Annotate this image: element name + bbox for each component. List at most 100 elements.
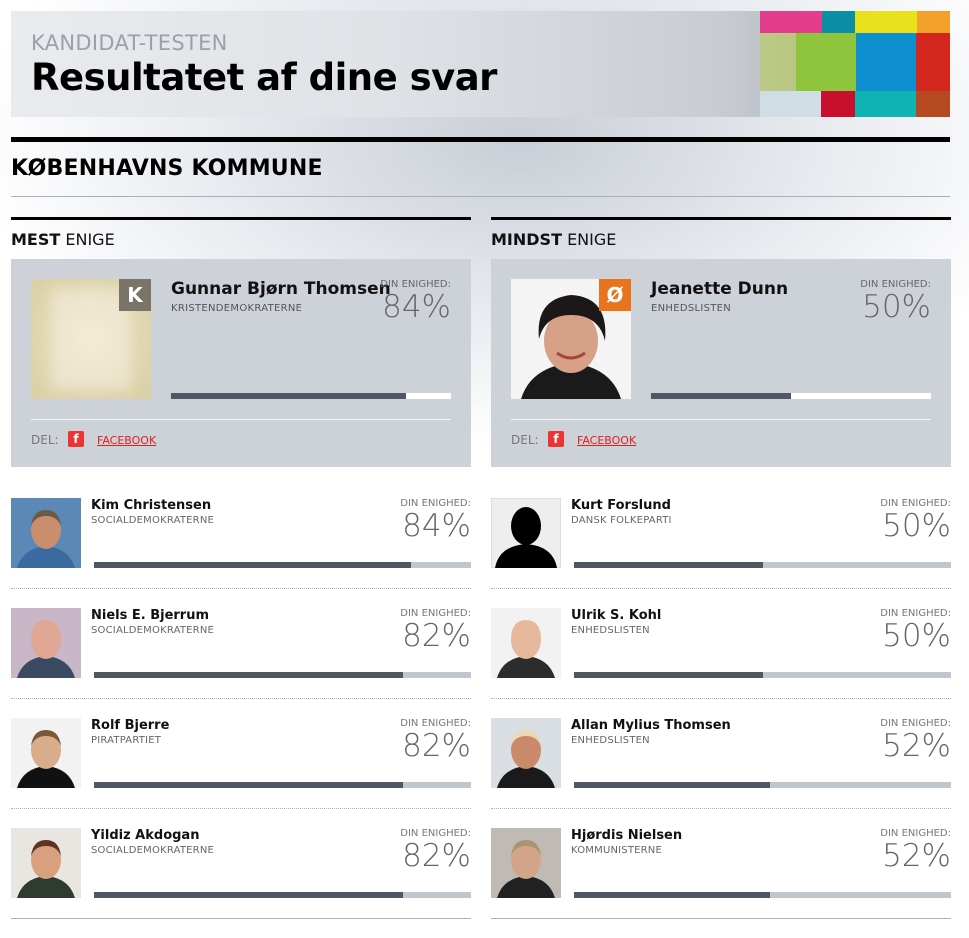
candidate-row[interactable]: Ulrik S. Kohl ENHEDSLISTEN DIN ENIGHED: 50% bbox=[491, 608, 951, 718]
agreement-value: 84% bbox=[382, 289, 451, 325]
agreement-label: DIN ENIGHED: bbox=[880, 718, 951, 729]
candidate-name[interactable]: Ulrik S. Kohl bbox=[571, 608, 662, 623]
candidate-party: SOCIALDEMOKRATERNE bbox=[91, 625, 215, 636]
candidate-name[interactable]: Rolf Bjerre bbox=[91, 718, 170, 733]
agreement-label: DIN ENIGHED: bbox=[400, 828, 471, 839]
agreement-value: 84% bbox=[402, 508, 471, 544]
candidate-name[interactable]: Hjørdis Nielsen bbox=[571, 828, 683, 843]
candidate-row[interactable]: Yildiz Akdogan SOCIALDEMOKRATERNE DIN ENIG… bbox=[11, 828, 471, 938]
candidate-row[interactable]: Hjørdis Nielsen KOMMUNISTERNE DIN ENIGHED:… bbox=[491, 828, 951, 938]
candidate-row[interactable]: Kurt Forslund DANSK FOLKEPARTI DIN ENIGHED… bbox=[490, 497, 951, 608]
candidate-row[interactable]: Niels E. Bjerrum SOCIALDEMOKRATERNE DIN EN… bbox=[11, 608, 471, 718]
agreement-bar-fill bbox=[574, 562, 763, 568]
page-title: Resultatet af dine svar bbox=[31, 56, 497, 99]
candidate-photo bbox=[11, 718, 81, 788]
agreement-bar-fill bbox=[94, 562, 411, 568]
facebook-share-link[interactable]: FACEBOOK bbox=[97, 434, 157, 447]
share-divider bbox=[31, 419, 451, 420]
agreement-label: DIN ENIGHED: bbox=[860, 279, 931, 290]
least-agree-heading: MINDST ENIGE bbox=[491, 230, 617, 249]
most-column-rule bbox=[11, 217, 471, 220]
agreement-value: 82% bbox=[402, 838, 471, 874]
facebook-share-link[interactable]: FACEBOOK bbox=[577, 434, 637, 447]
agreement-bar-fill bbox=[651, 393, 791, 399]
agreement-label: DIN ENIGHED: bbox=[400, 718, 471, 729]
agreement-bar bbox=[574, 892, 951, 898]
agreement-bar-fill bbox=[94, 892, 404, 898]
candidate-photo bbox=[11, 608, 81, 678]
agreement-bar bbox=[94, 672, 471, 678]
candidate-name[interactable]: Yildiz Akdogan bbox=[91, 828, 200, 843]
candidate-name[interactable]: Jeanette Dunn bbox=[651, 279, 789, 299]
candidate-photo bbox=[11, 498, 81, 568]
candidate-party: KRISTENDEMOKRATERNE bbox=[171, 303, 303, 314]
featured-candidate-most[interactable]: K Gunnar Bjørn Thomsen KRISTENDEMOKRATER… bbox=[11, 259, 471, 467]
agreement-bar-fill bbox=[94, 782, 404, 788]
least-column-rule bbox=[491, 217, 951, 220]
row-divider bbox=[11, 698, 471, 699]
agreement-bar bbox=[651, 393, 931, 399]
most-list-bottom-rule bbox=[11, 918, 471, 919]
candidate-photo bbox=[490, 497, 562, 569]
row-divider bbox=[11, 808, 471, 809]
candidate-party: SOCIALDEMOKRATERNE bbox=[91, 845, 215, 856]
agreement-value: 50% bbox=[882, 508, 951, 544]
candidate-name[interactable]: Niels E. Bjerrum bbox=[91, 608, 210, 623]
candidate-party: KOMMUNISTERNE bbox=[571, 845, 663, 856]
candidate-party: ENHEDSLISTEN bbox=[571, 735, 650, 746]
agreement-label: DIN ENIGHED: bbox=[880, 608, 951, 619]
candidate-party: SOCIALDEMOKRATERNE bbox=[91, 515, 215, 526]
row-divider bbox=[491, 808, 951, 809]
row-divider bbox=[491, 698, 951, 699]
featured-candidate-least[interactable]: Ø Jeanette Dunn ENHEDSLISTEN DIN ENIGHED… bbox=[491, 259, 951, 467]
agreement-value: 50% bbox=[862, 289, 931, 325]
candidate-name[interactable]: Allan Mylius Thomsen bbox=[571, 718, 731, 733]
agreement-bar bbox=[171, 393, 451, 399]
agreement-label: DIN ENIGHED: bbox=[380, 279, 451, 290]
agreement-value: 50% bbox=[882, 618, 951, 654]
agreement-bar bbox=[574, 672, 951, 678]
agreement-value: 52% bbox=[882, 728, 951, 764]
candidate-party: PIRATPARTIET bbox=[91, 735, 162, 746]
candidate-name[interactable]: Gunnar Bjørn Thomsen bbox=[171, 279, 391, 299]
agreement-label: DIN ENIGHED: bbox=[880, 498, 951, 509]
municipality-title: KØBENHAVNS KOMMUNE bbox=[11, 156, 323, 181]
candidate-photo bbox=[491, 608, 561, 678]
agreement-bar bbox=[94, 892, 471, 898]
header-divider bbox=[11, 137, 950, 142]
municipality-divider bbox=[11, 196, 950, 197]
agreement-bar-fill bbox=[171, 393, 407, 399]
share-label: DEL: bbox=[511, 433, 539, 447]
share-label: DEL: bbox=[31, 433, 59, 447]
row-divider bbox=[491, 588, 951, 589]
agreement-bar bbox=[94, 562, 471, 568]
candidate-photo-placeholder bbox=[31, 279, 151, 399]
agreement-bar bbox=[574, 562, 951, 568]
agreement-label: DIN ENIGHED: bbox=[400, 608, 471, 619]
candidate-photo bbox=[491, 828, 561, 898]
candidate-party: ENHEDSLISTEN bbox=[651, 303, 732, 314]
facebook-icon[interactable]: f bbox=[548, 431, 564, 447]
agreement-bar-fill bbox=[574, 672, 763, 678]
header-kicker: KANDIDAT-TESTEN bbox=[31, 31, 228, 55]
candidate-name[interactable]: Kim Christensen bbox=[91, 498, 212, 513]
agreement-label: DIN ENIGHED: bbox=[400, 498, 471, 509]
agreement-bar bbox=[94, 782, 471, 788]
candidate-photo bbox=[11, 828, 81, 898]
candidate-row[interactable]: Kim Christensen SOCIALDEMOKRATERNE DIN ENI… bbox=[11, 498, 471, 608]
share-divider bbox=[511, 419, 931, 420]
party-badge-oe: Ø bbox=[599, 279, 631, 311]
candidate-name[interactable]: Kurt Forslund bbox=[571, 498, 671, 513]
facebook-icon[interactable]: f bbox=[68, 431, 84, 447]
agreement-bar-fill bbox=[574, 892, 771, 898]
candidate-party: ENHEDSLISTEN bbox=[571, 625, 650, 636]
agreement-bar-fill bbox=[94, 672, 404, 678]
page-header: KANDIDAT-TESTEN Resultatet af dine svar bbox=[11, 11, 950, 117]
agreement-value: 52% bbox=[882, 838, 951, 874]
agreement-value: 82% bbox=[402, 618, 471, 654]
candidate-row[interactable]: Allan Mylius Thomsen ENHEDSLISTEN DIN ENIG… bbox=[491, 718, 951, 828]
agreement-bar bbox=[574, 782, 951, 788]
candidate-photo bbox=[491, 718, 561, 788]
candidate-row[interactable]: Rolf Bjerre PIRATPARTIET DIN ENIGHED: 82% bbox=[11, 718, 471, 828]
party-badge-k: K bbox=[119, 279, 151, 311]
